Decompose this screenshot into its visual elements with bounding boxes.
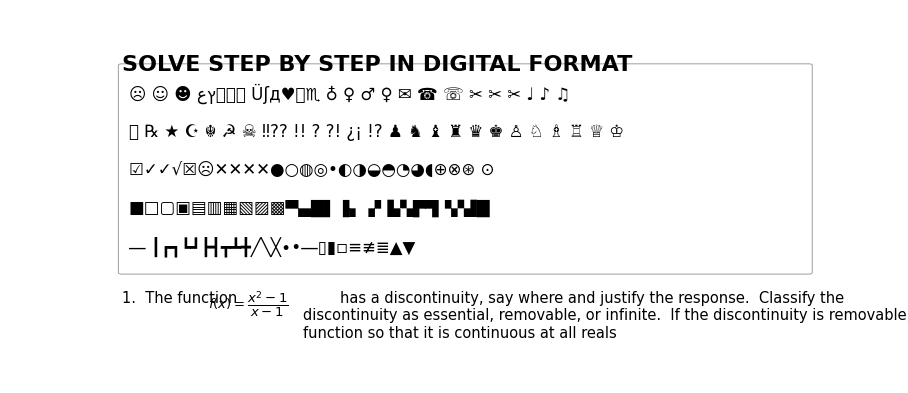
Text: Ⓐ ℞ ★ ☪ ☬ ☭ ☠ ‼?? !! ? ?! ¿¡ !? ♟ ♞ ♝ ♜ ♛ ♚ ♙ ♘ ♗ ♖ ♕ ♔: Ⓐ ℞ ★ ☪ ☬ ☭ ☠ ‼?? !! ? ?! ¿¡ !? ♟ ♞ ♝ ♜ …	[129, 123, 624, 141]
Text: 1.  The function: 1. The function	[122, 291, 242, 306]
Text: SOLVE STEP BY STEP IN DIGITAL FORMAT: SOLVE STEP BY STEP IN DIGITAL FORMAT	[122, 55, 632, 75]
Text: $f(x)=\dfrac{x^2-1}{x-1}$: $f(x)=\dfrac{x^2-1}{x-1}$	[209, 289, 289, 319]
Text: has a discontinuity, say where and justify the response.  Classify the
discontin: has a discontinuity, say where and justi…	[303, 291, 908, 341]
Text: ☑✓✓√☒☹✕✕✕✕●○◍◎•◐◑◒◓◔◕◖⊕⊗⊛ ⊙: ☑✓✓√☒☹✕✕✕✕●○◍◎•◐◑◒◓◔◕◖⊕⊗⊛ ⊙	[129, 161, 494, 179]
Text: ■□▢▣▤▥▦▧▨▩▀▄█▌▐▖▗▘▙▚▛▜▝▞▟█: ■□▢▣▤▥▦▧▨▩▀▄█▌▐▖▗▘▙▚▛▜▝▞▟█	[129, 198, 490, 217]
Text: ☹ ☺ ☻ عץツッシ Üʃд♥ฬ♏ ♁ ♀ ♂ ♀ ✉ ☎ ☏ ✂ ✂ ✂ ♩ ♪ ♫: ☹ ☺ ☻ عץツッシ Üʃд♥ฬ♏ ♁ ♀ ♂ ♀ ✉ ☎ ☏ ✂ ✂ ✂ ♩…	[129, 84, 570, 104]
Text: ― ┃┏┓┗┛┣┫┳┻╋╱╲╳∙•―▯▮◽≡≢≣▲▼: ― ┃┏┓┗┛┣┫┳┻╋╱╲╳∙•―▯▮◽≡≢≣▲▼	[129, 237, 415, 257]
FancyBboxPatch shape	[118, 64, 813, 274]
